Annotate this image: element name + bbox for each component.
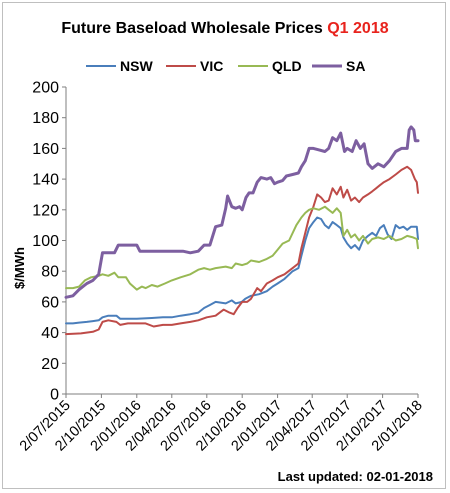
y-tick-label: 0 — [50, 387, 59, 404]
series-line-sa — [64, 125, 420, 299]
series-line-nsw — [65, 216, 419, 325]
y-tick-label: 20 — [41, 356, 59, 373]
legend-label-sa: SA — [346, 58, 365, 74]
series-line-qld — [65, 205, 419, 291]
legend-label-vic: VIC — [200, 58, 223, 74]
y-tick-label: 60 — [41, 294, 59, 311]
legend-label-qld: QLD — [272, 58, 302, 74]
chart-title-main: Future Baseload Wholesale Prices — [61, 20, 323, 37]
y-tick-label: 140 — [32, 172, 59, 189]
last-updated-label: Last updated: 02-01-2018 — [278, 469, 433, 484]
y-tick-label: 180 — [32, 110, 59, 127]
y-tick-label: 80 — [41, 264, 59, 281]
chart-title-highlight: Q1 2018 — [327, 20, 388, 37]
chart-title: Future Baseload Wholesale Prices Q1 2018 — [61, 20, 388, 37]
chart-frame — [2, 2, 446, 489]
y-tick-label: 160 — [32, 141, 59, 158]
series-line-vic — [65, 165, 419, 336]
y-tick-label: 40 — [41, 325, 59, 342]
series-layer — [64, 125, 420, 336]
legend: NSW VIC QLD SA — [86, 58, 365, 74]
y-tick-label: 120 — [32, 202, 59, 219]
y-axis-label: $/MWh — [12, 247, 27, 289]
y-tick-label: 200 — [32, 80, 59, 97]
y-tick-label: 100 — [32, 233, 59, 250]
legend-label-nsw: NSW — [120, 58, 153, 74]
